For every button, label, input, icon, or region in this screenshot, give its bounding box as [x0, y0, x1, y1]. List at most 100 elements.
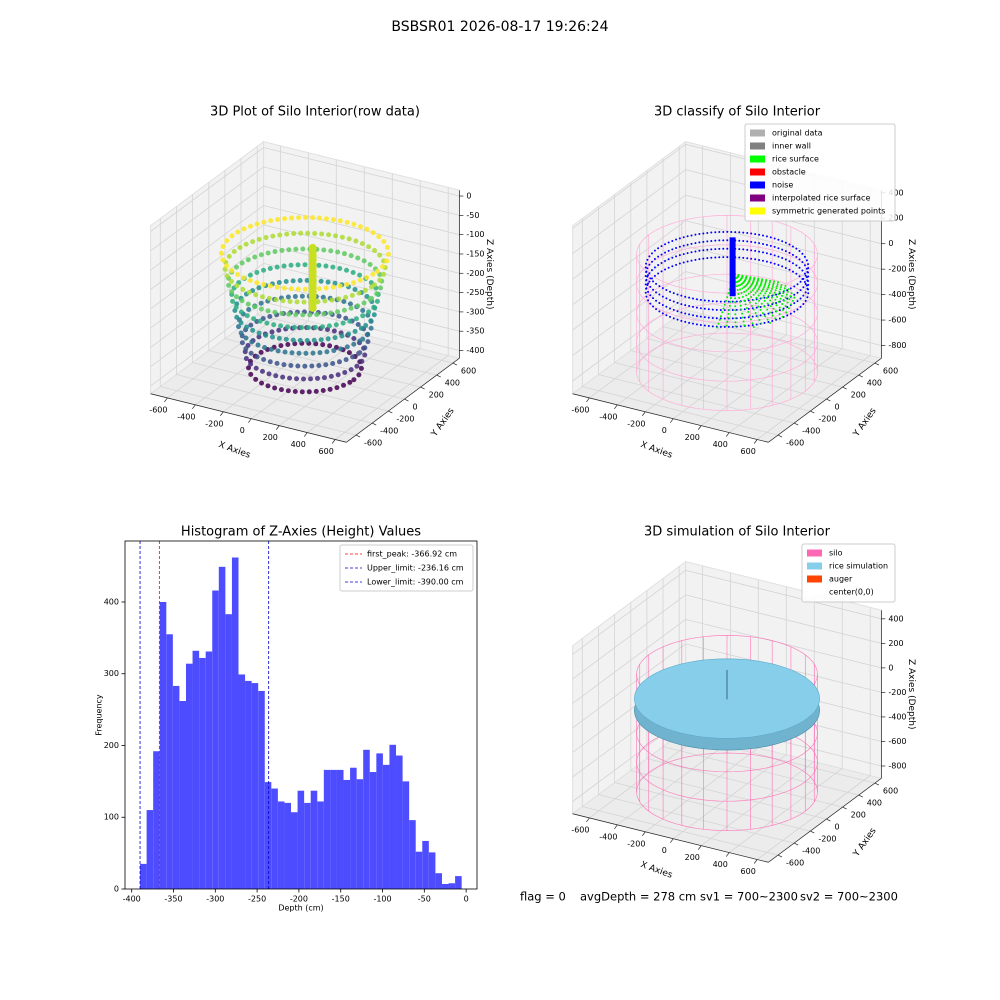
legend-label: symmetric generated points: [772, 207, 885, 216]
chart-title: 3D Plot of Silo Interior(row data): [210, 105, 420, 120]
point-cloud: [235, 293, 375, 356]
bar: [153, 751, 160, 889]
status-text: sv1 = 700~2300: [700, 890, 798, 904]
grid-line: [334, 187, 449, 440]
legend-swatch: [750, 142, 765, 150]
tick-mark: [842, 806, 847, 810]
bar: [376, 753, 383, 889]
z-tick-label: 0: [888, 239, 893, 248]
point-cloud: [725, 273, 736, 331]
grid-line: [192, 194, 389, 412]
x-tick-label: 200: [263, 433, 278, 442]
tick-mark: [874, 362, 880, 366]
grid-line: [572, 594, 882, 680]
x-tick-label: -600: [571, 825, 589, 834]
bar: [402, 781, 410, 889]
tick-mark: [586, 397, 590, 403]
z-tick-label: 0: [466, 192, 471, 201]
grid-line: [581, 638, 779, 856]
legend-label: obstacle: [772, 168, 806, 177]
point-cloud: [225, 246, 385, 318]
x-tick-label: 0: [662, 846, 667, 855]
legend-swatch: [750, 155, 765, 163]
grid-line: [150, 262, 460, 348]
y-tick-label: -400: [802, 427, 820, 436]
z-tick-label: 400: [888, 188, 903, 197]
legend-swatch: [750, 207, 765, 215]
bar: [323, 769, 331, 889]
z-tick-label: -800: [888, 761, 906, 770]
grid-line: [589, 145, 703, 399]
tick-mark: [826, 398, 831, 402]
bar: [251, 683, 259, 889]
tick-mark: [248, 418, 252, 423]
bar: [192, 650, 200, 889]
legend-label: center(0,0): [829, 588, 874, 597]
point-cloud: [733, 273, 778, 322]
legend-swatch: [750, 194, 765, 202]
bar: [415, 851, 423, 889]
grid-line: [630, 602, 827, 820]
bar: [304, 802, 311, 889]
grid-line: [572, 569, 882, 655]
bar: [205, 651, 213, 889]
bar: [363, 749, 370, 889]
grid-line: [150, 166, 460, 252]
point-cloud: [733, 273, 794, 295]
grid-line: [150, 147, 460, 232]
grid-line: [150, 185, 460, 271]
tick-mark: [725, 432, 730, 437]
grid-line: [614, 614, 811, 832]
z-tick-label: -350: [466, 327, 484, 336]
tick-mark: [355, 434, 361, 438]
tick-mark: [614, 824, 618, 830]
point-cloud: [733, 273, 737, 331]
tick-mark: [858, 794, 863, 798]
x-tick-label: -400: [599, 412, 617, 421]
grid-line: [572, 618, 882, 704]
y-tick-label: -600: [786, 439, 804, 448]
grid-line: [150, 205, 460, 290]
tick-mark: [164, 397, 168, 403]
y-tick-label: 400: [445, 379, 460, 388]
bar: [343, 779, 351, 889]
y-tick-label: 0: [114, 885, 119, 894]
y-tick-label: -600: [364, 439, 382, 448]
grid-line: [208, 182, 405, 400]
x-tick-label: 0: [662, 426, 667, 435]
y-tick-label: 0: [834, 403, 839, 412]
point-cloud: [222, 230, 388, 305]
bar: [159, 601, 167, 889]
grid-line: [756, 187, 871, 440]
plot-frame: [124, 540, 478, 890]
grid-line: [572, 194, 882, 280]
tick-mark: [810, 830, 815, 834]
x-tick-label: 400: [713, 860, 728, 869]
status-text: avgDepth = 278 cm: [580, 890, 696, 904]
tick-mark: [372, 422, 377, 426]
y-tick-label: 0: [412, 403, 417, 412]
tick-mark: [810, 410, 815, 414]
bar: [389, 744, 397, 889]
y-tick-label: 300: [104, 669, 119, 678]
bar: [455, 876, 462, 889]
status-text: flag = 0: [520, 890, 566, 904]
point-cloud: [733, 273, 755, 329]
tick-mark: [777, 854, 783, 858]
grid-line: [673, 586, 787, 840]
bar: [350, 767, 357, 889]
z-tick-label: -400: [466, 346, 484, 355]
tick-mark: [874, 782, 880, 786]
point-cloud: [733, 273, 793, 311]
bar: [435, 873, 442, 889]
chart-title: 3D simulation of Silo Interior: [644, 525, 831, 540]
tick-mark: [452, 362, 458, 366]
x-tick-label: -400: [177, 412, 195, 421]
bar: [140, 863, 147, 889]
z-tick-label: -200: [888, 688, 906, 697]
grid-line: [572, 643, 882, 729]
point-cloud: [733, 273, 782, 284]
x-tick-label: -300: [206, 895, 224, 904]
y-tick-label: 600: [461, 367, 476, 376]
grid-line: [756, 607, 871, 860]
